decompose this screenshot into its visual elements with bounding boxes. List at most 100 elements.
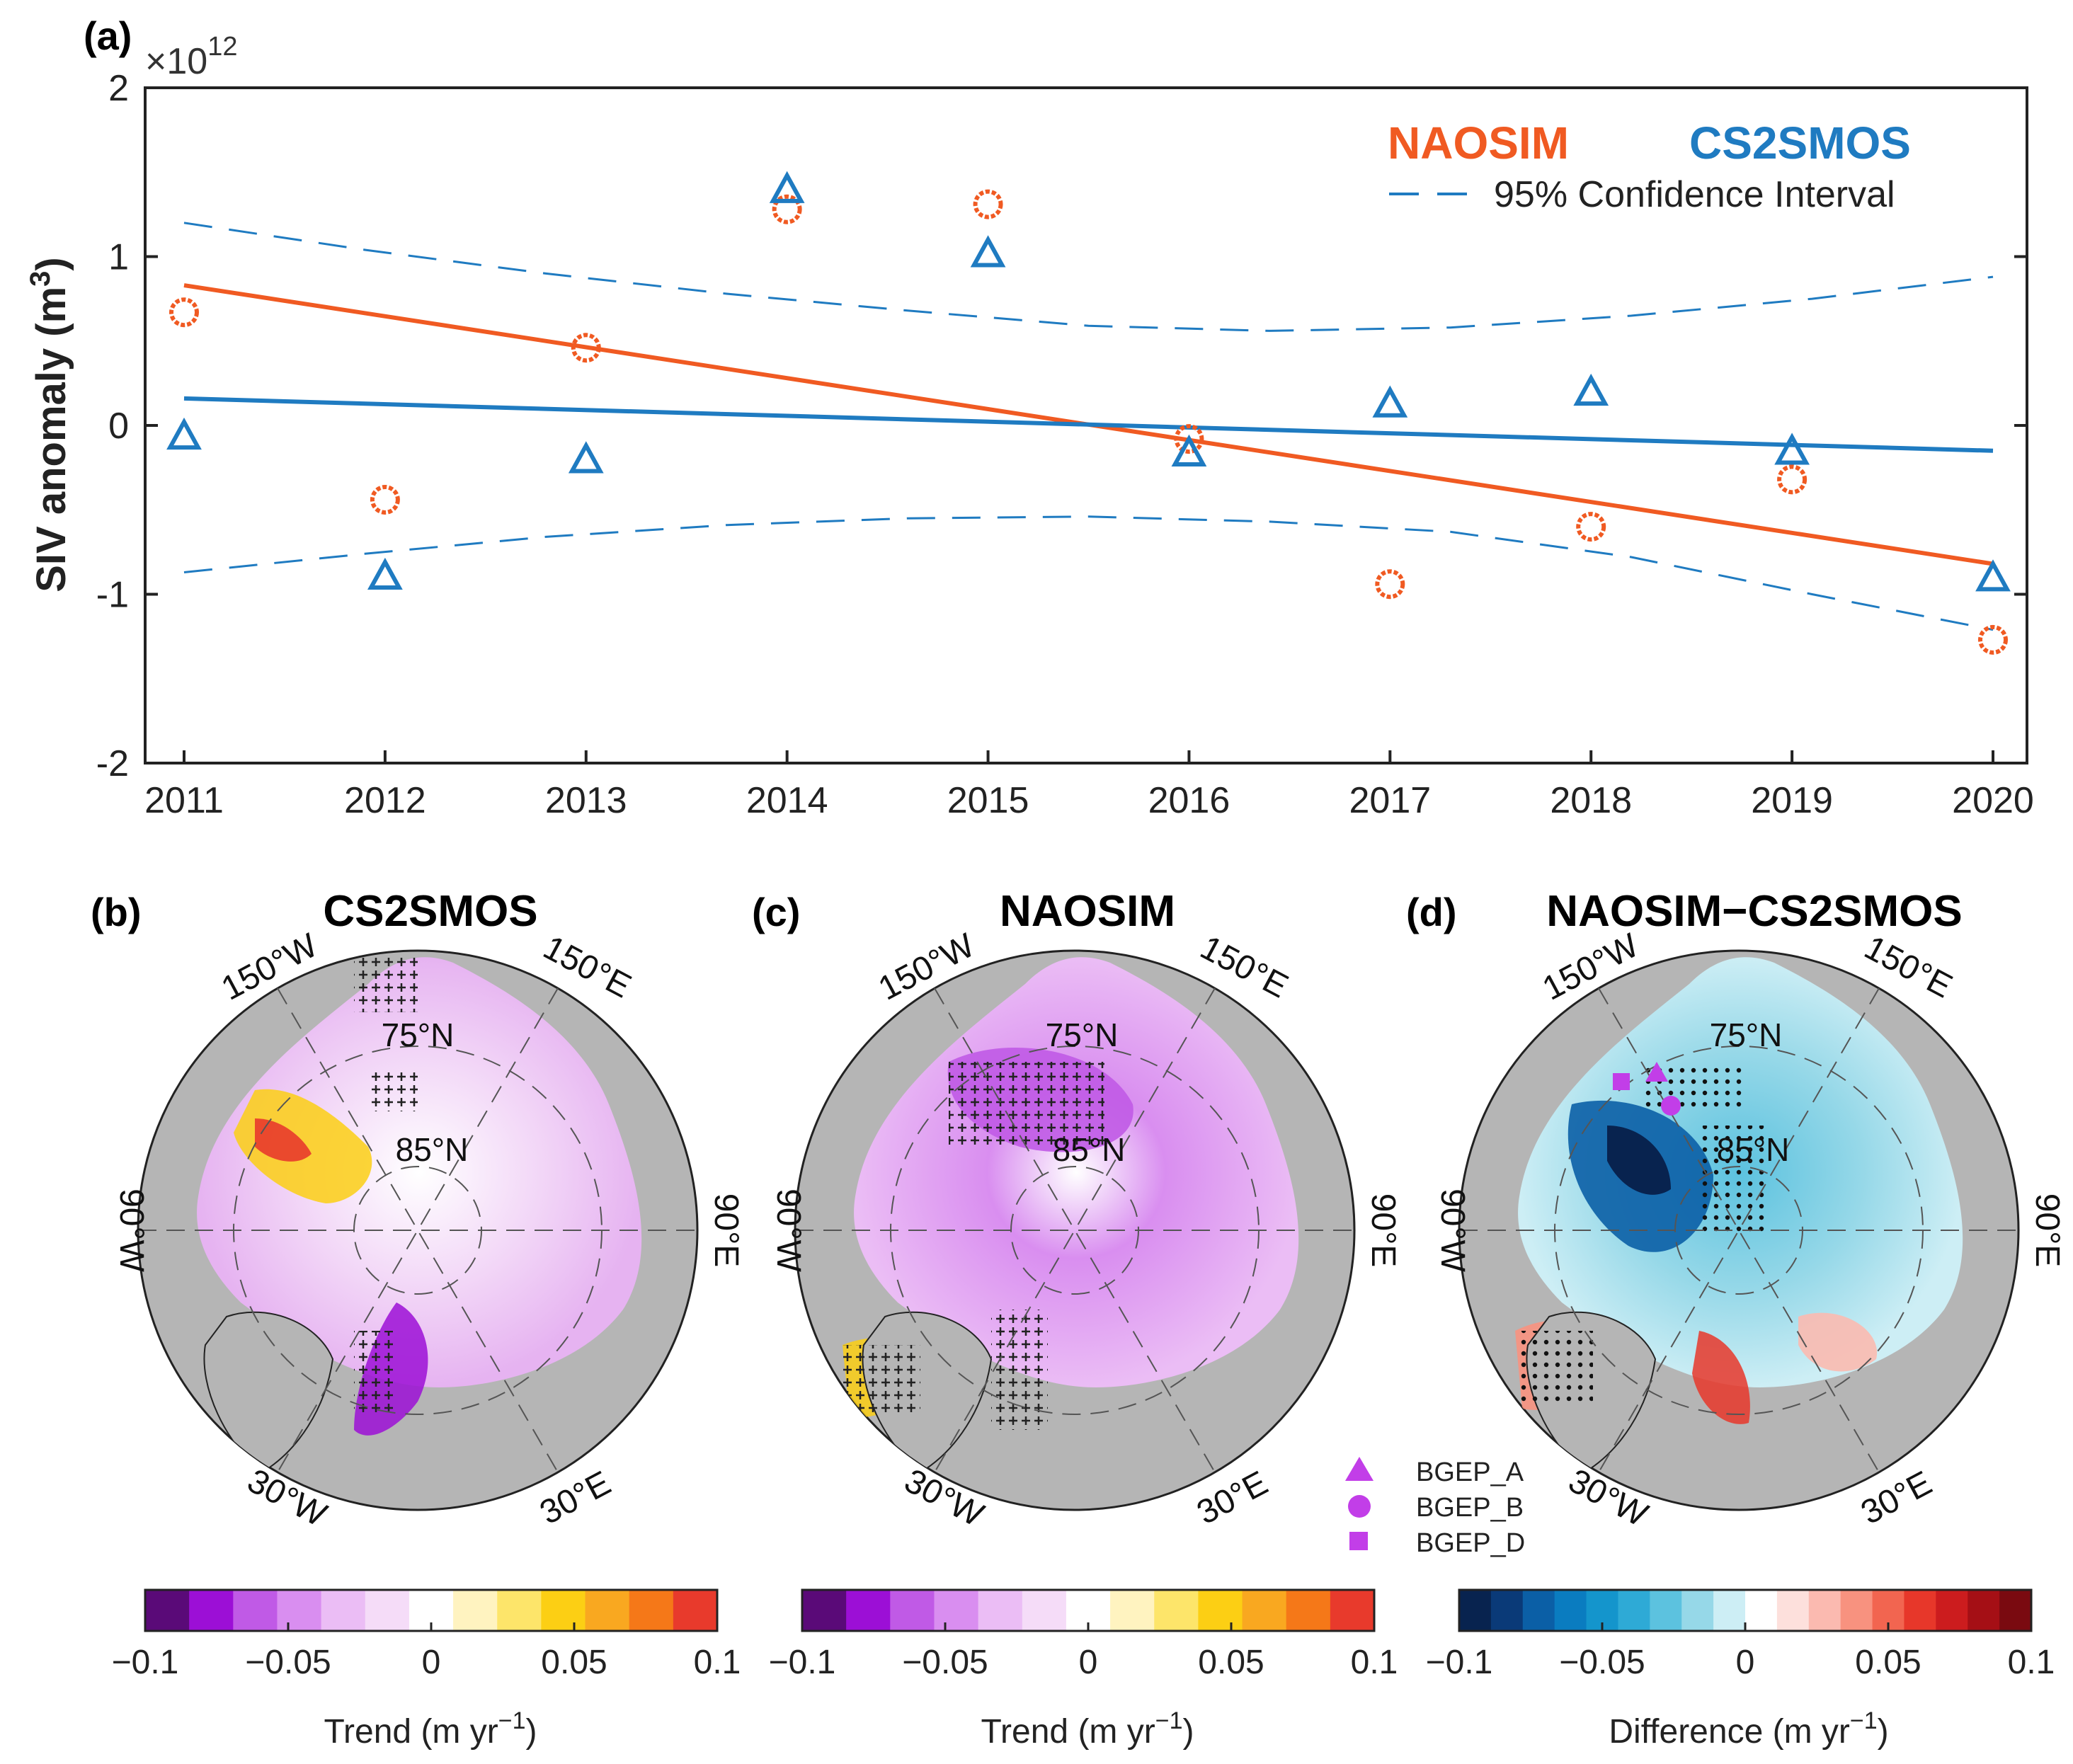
- stipple-d2: [1699, 1126, 1770, 1232]
- legend-naosim: NAOSIM: [1388, 118, 1569, 168]
- colorbar-c-tick-label-0: −0.1: [769, 1644, 836, 1681]
- colorbar-c-tick-label-1: −0.05: [902, 1644, 988, 1681]
- station-legend: BGEP_A BGEP_B BGEP_D: [1345, 1457, 1525, 1558]
- positive-diff-d2: [1692, 1331, 1750, 1424]
- cs2smos-point-2011: [166, 417, 202, 450]
- hatch-b1: [354, 956, 418, 1012]
- colorbar-c-tick-label-2: 0: [1079, 1644, 1098, 1681]
- colorbar-b-segment-5: [365, 1590, 410, 1631]
- colorbar-b-segment-11: [629, 1590, 674, 1631]
- cs2smos-point-2020: [1975, 559, 2011, 592]
- hatch-c1: [949, 1062, 1104, 1147]
- colorbar-b-segment-2: [233, 1590, 278, 1631]
- y-tick-label--1: -1: [96, 575, 129, 616]
- station-bgep-d-marker: [1613, 1073, 1630, 1090]
- colorbar-d-tick-label-3: 0.05: [1855, 1644, 1921, 1681]
- stipple-d3: [1515, 1331, 1593, 1402]
- colorbar-d-segment-1: [1490, 1590, 1524, 1631]
- naosim-point-2016: [1174, 424, 1204, 454]
- colorbar-d-tick-label-1: −0.05: [1559, 1644, 1645, 1681]
- hatch-b3: [354, 1331, 396, 1416]
- legend-bgep-b: BGEP_B: [1416, 1493, 1524, 1523]
- cs2smos-point-2019: [1774, 433, 1810, 465]
- legend-bgep-a-icon: [1345, 1457, 1374, 1481]
- ci-lower-line: [183, 515, 1994, 631]
- colorbar-d-segment-17: [1999, 1590, 2032, 1631]
- lat-85-label-c: 85°N: [1053, 1131, 1126, 1168]
- lat-85-label-d: 85°N: [1717, 1131, 1790, 1168]
- naosim-point-2018: [1576, 512, 1606, 542]
- colorbar-b-segment-10: [585, 1590, 630, 1631]
- panel-d-difference-map: (d) NAOSIM−CS2SMOS 75°N 85°N 150°W 150°E…: [1345, 887, 2066, 1558]
- meridian-150-c: [934, 987, 1216, 1473]
- colorbar-b-segment-4: [321, 1590, 366, 1631]
- y-tick-label--2: -2: [96, 743, 129, 784]
- colorbar-c-segment-0: [802, 1590, 847, 1631]
- panel-a-time-series: (a) ×1012 2011 2012 2013 2014 2015 2016 2017 20…: [25, 13, 2034, 821]
- colorbar-c-segment-8: [1154, 1590, 1199, 1631]
- panel-d-label: (d): [1406, 890, 1457, 934]
- naosim-point-2013: [571, 333, 601, 363]
- x-tick-label-2015: 2015: [947, 780, 1029, 821]
- colorbar-c-segment-7: [1110, 1590, 1155, 1631]
- colorbar-c: −0.1 −0.05 0 0.05 0.1: [769, 1588, 1398, 1681]
- darkest-negative-d: [1607, 1126, 1671, 1195]
- colorbar-b-segment-0: [145, 1590, 190, 1631]
- colorbar-d: −0.1 −0.05 0 0.05 0.1: [1426, 1588, 2055, 1681]
- ci-upper-line: [183, 222, 1994, 332]
- exponent-label: ×1012: [145, 32, 238, 82]
- legend-ci: 95% Confidence Interval: [1494, 174, 1895, 215]
- colorbar-d-tick-label-0: −0.1: [1426, 1644, 1493, 1681]
- colorbar-b-label: Trend (m yr−1): [324, 1707, 537, 1751]
- colorbar-b-segment-1: [189, 1590, 234, 1631]
- x-tick-label-2019: 2019: [1751, 780, 1833, 821]
- cs2smos-point-2018: [1573, 373, 1609, 406]
- naosim-point-2017: [1375, 569, 1405, 600]
- x-tick-label-2020: 2020: [1952, 780, 2034, 821]
- meridian-30-d: [1598, 987, 1880, 1473]
- colorbar-d-tick-label-4: 0.1: [2008, 1644, 2055, 1681]
- positive-diff-d3: [1798, 1312, 1878, 1372]
- axis-ticks-a: 2011 2012 2013 2014 2015 2016 2017 2018 2019 2020…: [96, 68, 2034, 821]
- lon-90w-label-b: 90°W: [113, 1189, 150, 1273]
- lon-90w-label-d: 90°W: [1434, 1189, 1471, 1273]
- colorbar-d-segment-5: [1618, 1590, 1650, 1631]
- colorbar-c-segment-4: [978, 1590, 1023, 1631]
- colorbar-d-segment-12: [1840, 1590, 1873, 1631]
- naosim-point-2012: [370, 484, 400, 515]
- panel-b-cs2smos-map: (b) CS2SMOS 75°N 85°N 150°W 150°E 90°W 9…: [91, 887, 745, 1535]
- colorbar-c-segment-10: [1242, 1590, 1287, 1631]
- x-tick-label-2011: 2011: [144, 780, 224, 821]
- lat-75-label-d: 75°N: [1710, 1016, 1783, 1053]
- ocean-b: [197, 957, 642, 1387]
- naosim-point-2020: [1978, 624, 2008, 655]
- colorbar-d-segment-9: [1745, 1590, 1778, 1631]
- hatch-b2: [368, 1069, 418, 1111]
- colorbar-d-segment-2: [1522, 1590, 1555, 1631]
- station-bgep-a-marker: [1645, 1062, 1668, 1082]
- naosim-point-2011: [169, 297, 199, 328]
- x-tick-label-2014: 2014: [746, 780, 828, 821]
- colorbar-d-segment-7: [1681, 1590, 1714, 1631]
- colorbar-b-tick-label-4: 0.1: [694, 1644, 741, 1681]
- colorbar-b-tick-label-1: −0.05: [245, 1644, 331, 1681]
- x-tick-label-2013: 2013: [545, 780, 627, 821]
- legend-bgep-b-icon: [1348, 1495, 1371, 1518]
- panel-d-title: NAOSIM−CS2SMOS: [1546, 887, 1962, 936]
- colorbar-c-segment-2: [890, 1590, 935, 1631]
- colorbar-c-segment-1: [846, 1590, 891, 1631]
- hatch-c3: [991, 1310, 1048, 1430]
- lon-90w-label-c: 90°W: [770, 1189, 807, 1273]
- y-tick-label-0: 0: [108, 406, 129, 447]
- cs2smos-point-2017: [1372, 385, 1408, 418]
- hatch-c2: [843, 1345, 920, 1416]
- colorbar-c-tick-label-4: 0.1: [1351, 1644, 1398, 1681]
- legend-a: NAOSIM CS2SMOS 95% Confidence Interval: [1388, 118, 1911, 215]
- panel-c-label: (c): [752, 890, 800, 934]
- colorbar-b-segment-8: [497, 1590, 542, 1631]
- colorbar-d-segment-3: [1554, 1590, 1587, 1631]
- trend-lines: [183, 283, 1994, 566]
- naosim-point-2014: [772, 194, 802, 224]
- colorbar-d-segment-15: [1936, 1590, 1968, 1631]
